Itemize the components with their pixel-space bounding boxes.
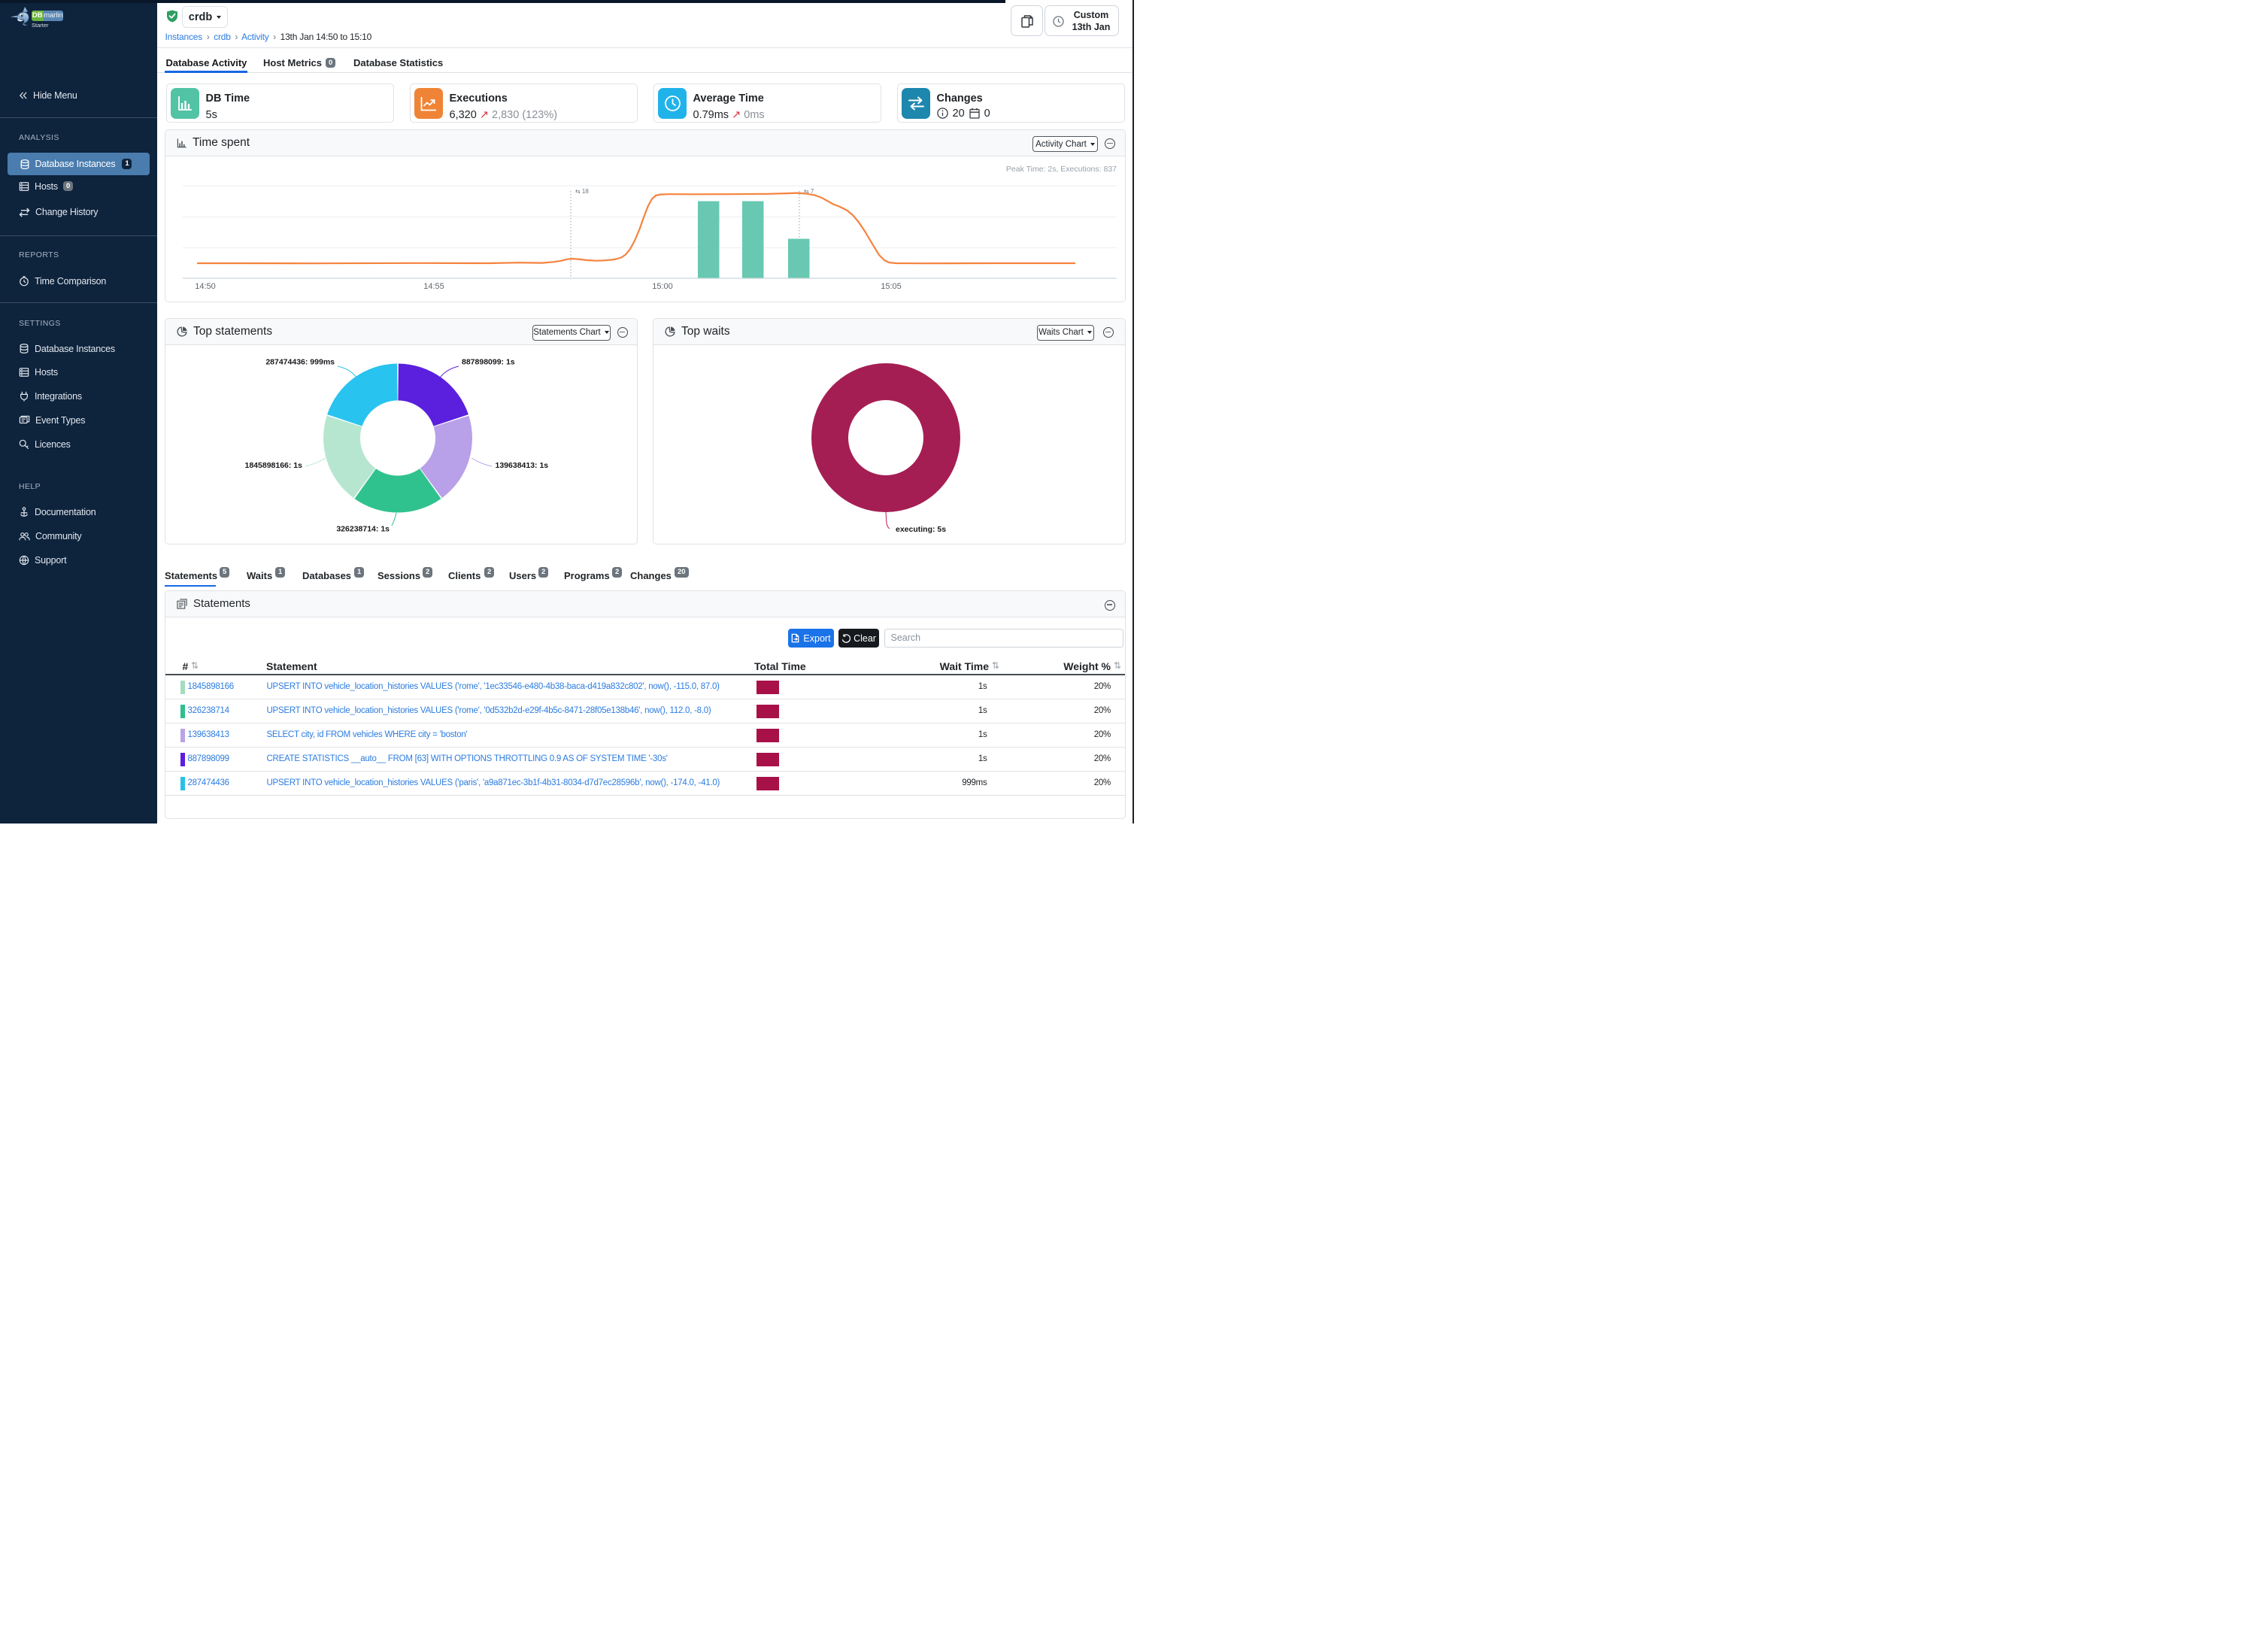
svg-text:887898099: 1s: 887898099: 1s: [462, 357, 515, 366]
svg-text:executing: 5s: executing: 5s: [896, 525, 946, 534]
svg-text:1845898166: 1s: 1845898166: 1s: [245, 461, 303, 470]
svg-text:139638413: 1s: 139638413: 1s: [496, 461, 549, 470]
svg-text:14:55: 14:55: [423, 282, 444, 291]
svg-text:15:00: 15:00: [652, 282, 673, 291]
svg-text:⇆ 18: ⇆ 18: [575, 188, 589, 195]
svg-text:14:50: 14:50: [195, 282, 216, 291]
svg-text:⇆ 7: ⇆ 7: [804, 188, 814, 195]
svg-text:15:05: 15:05: [881, 282, 902, 291]
svg-text:287474436: 999ms: 287474436: 999ms: [265, 357, 335, 366]
svg-text:Peak Time: 2s, Executions: 837: Peak Time: 2s, Executions: 837: [1006, 165, 1117, 174]
svg-text:326238714: 1s: 326238714: 1s: [336, 524, 390, 533]
